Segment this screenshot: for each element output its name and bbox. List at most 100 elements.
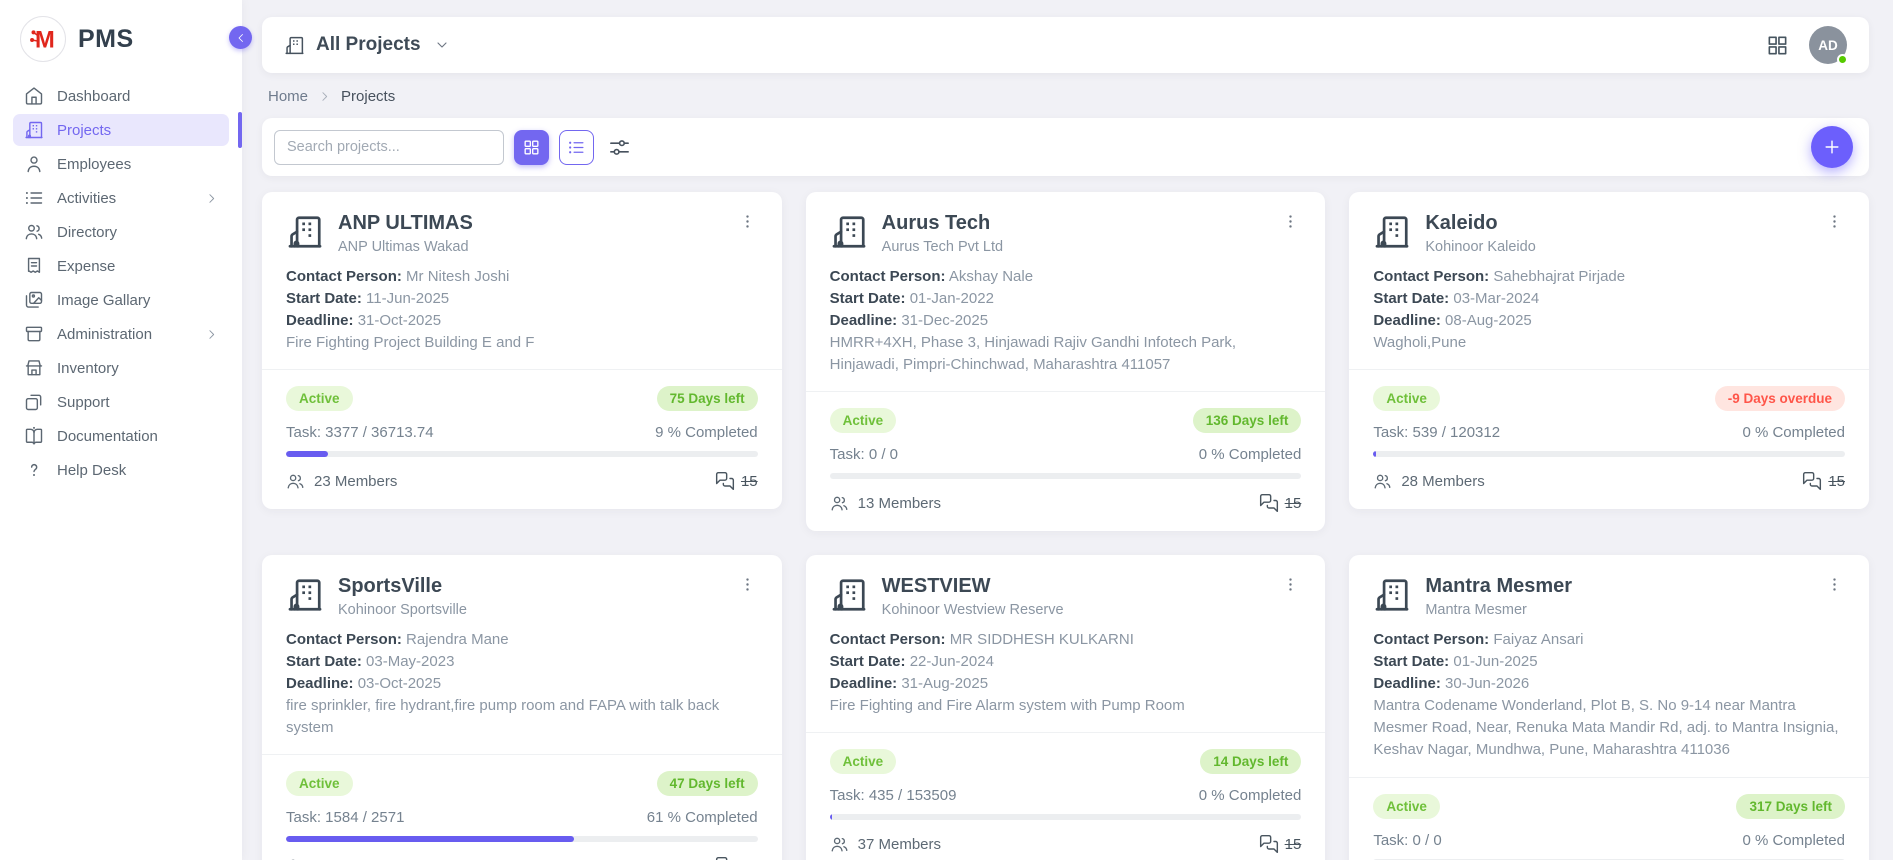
start-date-row: Start Date: 03-Mar-2024 — [1373, 288, 1845, 310]
user-avatar[interactable]: AD — [1809, 26, 1848, 65]
contact-person-row: Contact Person: Rajendra Mane — [286, 629, 758, 651]
search-input[interactable] — [274, 129, 504, 165]
sidebar-item-label: Employees — [57, 155, 132, 173]
project-details: Contact Person: Rajendra Mane Start Date… — [286, 629, 758, 739]
contact-person-row: Contact Person: Mr Nitesh Joshi — [286, 266, 758, 288]
project-card[interactable]: WESTVIEW Kohinoor Westview Reserve Conta… — [805, 555, 1326, 860]
sidebar-item-directory[interactable]: Directory — [13, 216, 229, 248]
status-badge: Active — [286, 386, 353, 412]
chat-count: 15 — [1828, 472, 1845, 490]
card-menu-button[interactable] — [1824, 211, 1845, 232]
sidebar-item-inventory[interactable]: Inventory — [13, 352, 229, 384]
project-selector[interactable]: All Projects — [284, 34, 450, 56]
project-card[interactable]: Aurus Tech Aurus Tech Pvt Ltd Contact Pe… — [805, 192, 1326, 532]
card-footer: 12 Members 15 — [286, 856, 758, 860]
chat-button[interactable]: 15 — [1259, 834, 1302, 854]
chat-button[interactable]: 15 — [1802, 471, 1845, 491]
chat-button[interactable]: 15 — [1259, 493, 1301, 513]
project-card-header: Kaleido Kohinoor Kaleido — [1373, 211, 1845, 255]
project-subtitle: Aurus Tech Pvt Ltd — [881, 239, 1004, 255]
sidebar-item-employees[interactable]: Employees — [13, 148, 229, 180]
deadline-row: Deadline: 30-Jun-2026 — [1373, 673, 1845, 695]
card-menu-button[interactable] — [1280, 574, 1301, 595]
card-menu-button[interactable] — [1824, 574, 1845, 595]
chat-count: 15 — [1284, 835, 1302, 853]
project-name: Mantra Mesmer — [1425, 575, 1573, 598]
deadline-label: Deadline: — [829, 312, 898, 330]
days-left-badge: -9 Days overdue — [1714, 386, 1845, 412]
sidebar-item-activities[interactable]: Activities — [13, 182, 229, 214]
project-subtitle: Kohinoor Sportsville — [338, 602, 467, 619]
list-view-button[interactable] — [559, 129, 594, 165]
brand-name: PMS — [78, 24, 134, 53]
project-card-top: ANP ULTIMAS ANP Ultimas Wakad Contact Pe… — [262, 192, 782, 369]
project-card[interactable]: ANP ULTIMAS ANP Ultimas Wakad Contact Pe… — [262, 192, 782, 510]
progress-bar — [829, 814, 1302, 821]
chevron-right-icon — [209, 193, 215, 203]
breadcrumb-home[interactable]: Home — [268, 88, 309, 105]
sidebar-item-label: Inventory — [57, 359, 119, 377]
completed-percent: 0 % Completed — [1742, 831, 1845, 849]
days-left-badge: 136 Days left — [1192, 408, 1302, 434]
sidebar-item-administration[interactable]: Administration — [13, 318, 229, 350]
sidebar-item-dashboard[interactable]: Dashboard — [13, 80, 229, 112]
members-count: 37 Members — [857, 835, 942, 853]
brand-area[interactable]: M PMS — [0, 0, 242, 80]
deadline-row: Deadline: 31-Aug-2025 — [830, 673, 1302, 695]
project-description: HMRR+4XH, Phase 3, Hinjawadi Rajiv Gandh… — [829, 334, 1237, 374]
deadline-row: Deadline: 31-Dec-2025 — [830, 310, 1302, 332]
project-name: ANP ULTIMAS — [338, 212, 473, 234]
sidebar-item-label: Directory — [57, 223, 118, 241]
card-menu-button[interactable] — [1280, 211, 1301, 232]
store-icon — [25, 360, 43, 376]
chat-icon — [1259, 835, 1278, 854]
deadline-row: Deadline: 31-Oct-2025 — [286, 310, 758, 332]
header-actions: AD — [1766, 26, 1848, 65]
sidebar-item-label: Projects — [57, 121, 112, 139]
sidebar-item-image-gallery[interactable]: Image Gallary — [13, 284, 229, 316]
apps-grid-icon[interactable] — [1766, 34, 1789, 57]
members-count: 12 Members — [314, 858, 397, 860]
kebab-menu-icon — [745, 578, 749, 591]
card-menu-button[interactable] — [737, 211, 758, 232]
filter-button[interactable] — [606, 134, 633, 161]
grid-view-button[interactable] — [514, 129, 549, 165]
progress-fill — [1373, 451, 1377, 458]
deadline-row: Deadline: 08-Aug-2025 — [1373, 310, 1845, 332]
avatar-initials: AD — [1818, 37, 1838, 53]
sidebar-collapse-button[interactable] — [229, 26, 252, 49]
start-date-value: 01-Jan-2022 — [909, 290, 994, 308]
days-left-badge: 47 Days left — [656, 771, 758, 797]
completed-percent: 9 % Completed — [655, 424, 758, 442]
sidebar-item-documentation[interactable]: Documentation — [13, 420, 229, 452]
sidebar-item-label: Expense — [57, 257, 116, 275]
project-card-bottom: Active 317 Days left Task: 0 / 0 0 % Com… — [1349, 776, 1869, 860]
chat-icon — [715, 472, 735, 491]
project-card[interactable]: Kaleido Kohinoor Kaleido Contact Person:… — [1349, 192, 1869, 510]
sidebar-item-expense[interactable]: Expense — [13, 250, 229, 282]
project-description: Fire Fighting and Fire Alarm system with… — [829, 697, 1185, 715]
add-project-button[interactable] — [1811, 126, 1853, 168]
deadline-label: Deadline: — [829, 675, 898, 693]
project-card[interactable]: SportsVille Kohinoor Sportsville Contact… — [262, 555, 782, 860]
project-subtitle: Mantra Mesmer — [1425, 602, 1527, 619]
status-badge: Active — [829, 408, 897, 434]
sidebar-item-help-desk[interactable]: Help Desk — [13, 454, 229, 486]
project-card[interactable]: Mantra Mesmer Mantra Mesmer Contact Pers… — [1349, 555, 1869, 860]
sidebar-item-support[interactable]: Support — [13, 386, 229, 418]
status-badge: Active — [829, 749, 897, 775]
breadcrumb: Home Projects — [262, 73, 1869, 118]
kebab-menu-icon — [1289, 578, 1293, 591]
project-description: Wagholi,Pune — [1373, 334, 1467, 352]
chat-button[interactable]: 15 — [715, 471, 758, 491]
chat-button[interactable]: 15 — [715, 856, 758, 860]
sidebar-item-projects[interactable]: Projects — [13, 112, 242, 148]
start-date-value: 11-Jun-2025 — [366, 290, 450, 308]
contact-person-label: Contact Person: — [286, 631, 402, 649]
contact-person-label: Contact Person: — [829, 268, 946, 285]
project-card-header: ANP ULTIMAS ANP Ultimas Wakad — [286, 211, 758, 255]
chat-icon — [1259, 494, 1278, 513]
project-card-titles: Mantra Mesmer Mantra Mesmer — [1425, 574, 1572, 618]
card-menu-button[interactable] — [737, 574, 758, 595]
top-header: All Projects AD — [262, 17, 1869, 73]
